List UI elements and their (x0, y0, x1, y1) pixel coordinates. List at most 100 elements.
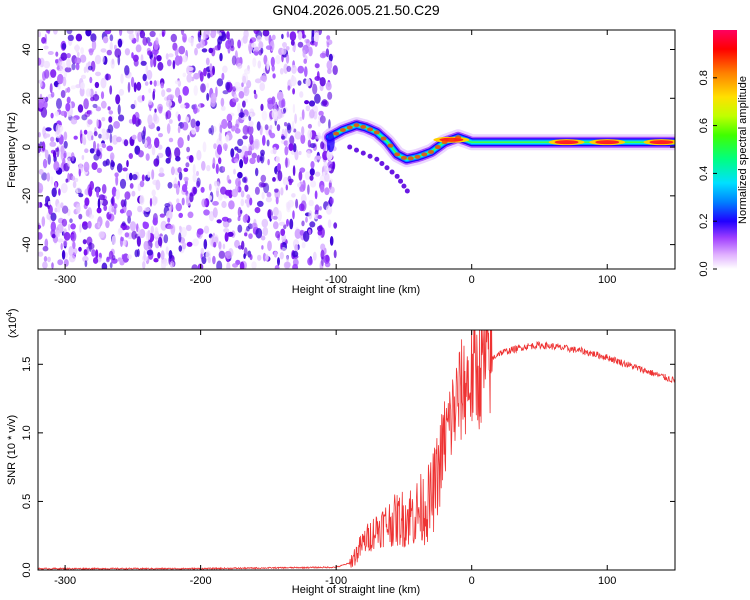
noise-blob (48, 200, 51, 206)
noise-blob (151, 146, 156, 156)
noise-blob (71, 63, 76, 71)
noise-blob (107, 106, 111, 111)
noise-blob (166, 123, 171, 134)
noise-blob (115, 94, 121, 105)
noise-blob (142, 221, 149, 230)
noise-blob (295, 198, 299, 209)
noise-blob (136, 236, 141, 247)
noise-blob (297, 80, 302, 86)
noise-blob (161, 89, 166, 97)
noise-blob (38, 169, 44, 175)
noise-blob (61, 218, 68, 227)
noise-blob (104, 30, 112, 35)
noise-blob (240, 198, 245, 207)
noise-blob (69, 101, 72, 113)
noise-blob (256, 121, 261, 131)
noise-blob (182, 242, 187, 250)
noise-blob (181, 184, 188, 193)
noise-blob (272, 177, 276, 182)
noise-blob (201, 48, 208, 53)
noise-blob (57, 238, 64, 243)
noise-blob (41, 37, 47, 44)
noise-blob (244, 213, 249, 221)
noise-blob (118, 88, 125, 96)
noise-blob (212, 157, 216, 168)
noise-blob (222, 243, 226, 250)
noise-blob (283, 63, 289, 74)
noise-blob (153, 258, 159, 263)
noise-blob (234, 128, 241, 134)
noise-blob (160, 82, 164, 89)
noise-blob (127, 215, 131, 224)
ridge-hotspot (373, 130, 380, 135)
noise-blob (153, 115, 160, 124)
noise-blob (242, 135, 248, 140)
noise-blob (314, 63, 320, 69)
noise-blob (157, 236, 163, 247)
noise-blob (327, 219, 332, 229)
noise-blob (78, 193, 84, 198)
noise-blob (206, 164, 211, 172)
ridge-hotspot (380, 136, 387, 141)
noise-blob (110, 198, 114, 204)
noise-blob (147, 42, 153, 47)
noise-blob (91, 39, 97, 51)
noise-blob (101, 55, 105, 63)
noise-blob (190, 38, 194, 47)
noise-blob (273, 206, 279, 217)
noise-blob (114, 48, 122, 58)
noise-blob (66, 96, 71, 104)
noise-blob (267, 240, 272, 252)
noise-blob (60, 183, 68, 194)
y-tick-label: 20 (21, 92, 33, 104)
noise-blob (333, 249, 337, 259)
noise-blob (147, 142, 152, 149)
noise-blob (212, 201, 219, 206)
noise-blob (46, 172, 51, 182)
noise-blob (80, 82, 85, 90)
snr-exponent-close: ) (7, 308, 19, 312)
noise-blob (139, 194, 145, 206)
noise-blob (45, 96, 49, 103)
noise-blob (177, 114, 181, 122)
noise-blob (192, 186, 198, 195)
noise-blob (228, 200, 235, 210)
noise-blob (38, 57, 42, 66)
noise-blob (230, 148, 235, 158)
noise-blob (198, 103, 201, 109)
noise-blob (111, 134, 119, 145)
noise-blob (96, 187, 100, 198)
noise-blob (137, 205, 143, 213)
noise-blob (88, 48, 94, 56)
noise-blob (324, 187, 330, 196)
noise-blob (139, 228, 146, 239)
noise-blob (72, 181, 77, 189)
noise-blob (60, 145, 65, 155)
noise-blob (50, 69, 57, 78)
noise-blob (40, 107, 48, 118)
noise-blob (143, 240, 149, 251)
noise-blob (194, 47, 198, 56)
noise-blob (238, 112, 245, 118)
noise-blob (201, 198, 207, 208)
noise-blob (178, 171, 183, 181)
noise-blob (308, 210, 313, 220)
noise-blob (178, 55, 183, 65)
noise-blob (216, 30, 220, 35)
noise-blob (167, 94, 175, 100)
noise-blob (51, 187, 57, 198)
y-tick-label: -40 (21, 237, 33, 253)
noise-blob (83, 129, 88, 135)
noise-blob (55, 147, 59, 152)
noise-blob (91, 249, 96, 257)
noise-blob (47, 51, 54, 55)
noise-blob (163, 261, 169, 267)
noise-blob (189, 192, 194, 203)
noise-blob (280, 187, 284, 196)
noise-blob (288, 143, 294, 152)
noise-blob (122, 239, 127, 246)
noise-blob (212, 207, 218, 218)
noise-blob (177, 167, 182, 174)
noise-blob (109, 159, 115, 171)
